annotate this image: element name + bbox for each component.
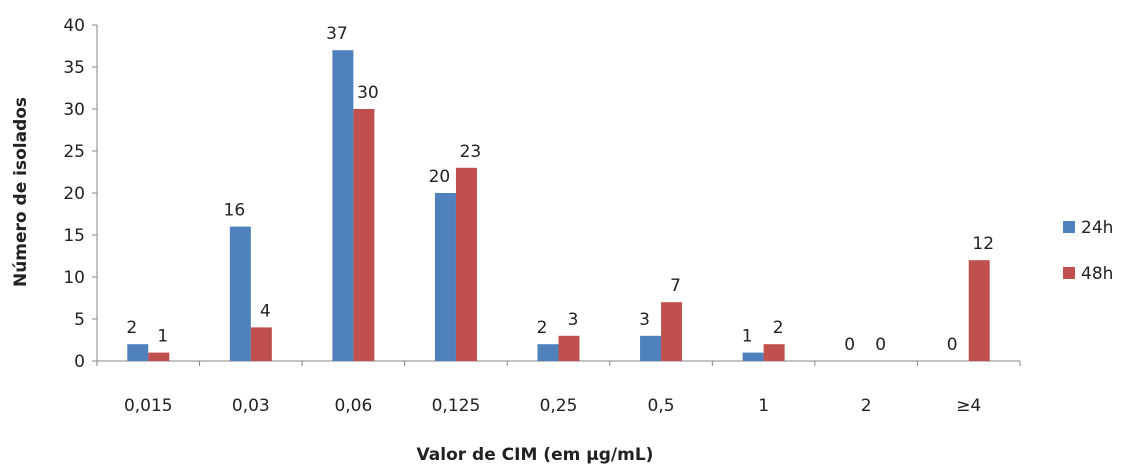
data-label-48h-2: 30 [357, 83, 379, 103]
x-tick-label: 0,25 [540, 396, 578, 416]
x-tick-label: 0,06 [334, 396, 372, 416]
x-tick-label: 0,015 [124, 396, 173, 416]
legend-label-24h: 24h [1081, 218, 1113, 238]
bar-24h-5 [640, 335, 662, 361]
y-tick-label: 0 [74, 352, 85, 372]
y-tick-label: 35 [63, 58, 85, 78]
data-label-24h-4: 2 [537, 318, 548, 338]
legend-label-48h: 48h [1081, 264, 1113, 284]
bar-24h-2 [332, 50, 354, 361]
x-tick-label: 2 [861, 396, 872, 416]
bar-24h-4 [537, 344, 559, 361]
bar-24h-3 [434, 193, 456, 361]
bar-48h-2 [353, 109, 375, 361]
x-tick-label: 0,03 [232, 396, 270, 416]
y-tick-label: 40 [63, 16, 85, 36]
y-tick-label: 5 [74, 310, 85, 330]
bars [127, 50, 990, 361]
data-label-48h-7: 0 [875, 335, 886, 355]
x-tick-label: ≥4 [956, 396, 981, 416]
data-label-24h-7: 0 [844, 335, 855, 355]
y-tick-label: 30 [63, 100, 85, 120]
data-label-48h-3: 23 [460, 142, 482, 162]
bar-48h-5 [661, 302, 683, 361]
data-label-24h-2: 37 [326, 24, 348, 44]
bar-48h-4 [558, 335, 580, 361]
data-label-24h-0: 2 [126, 318, 137, 338]
data-label-24h-8: 0 [947, 335, 958, 355]
y-axis-title: Número de isolados [11, 97, 31, 287]
x-tick-label: 0,125 [432, 396, 481, 416]
bar-48h-3 [455, 167, 477, 361]
data-label-24h-3: 20 [429, 167, 451, 187]
legend: 24h 48h [1063, 218, 1113, 284]
data-label-48h-0: 1 [157, 327, 168, 347]
data-label-24h-5: 3 [639, 310, 650, 330]
data-label-48h-5: 7 [670, 276, 681, 296]
x-axis-title: Valor de CIM (em µg/mL) [417, 445, 654, 465]
bar-48h-1 [250, 327, 272, 361]
data-label-48h-8: 12 [972, 234, 994, 254]
y-tick-label: 20 [63, 184, 85, 204]
bar-48h-0 [148, 352, 170, 361]
x-tick-label: 1 [758, 396, 769, 416]
data-label-48h-6: 2 [773, 318, 784, 338]
legend-swatch-48h [1063, 267, 1075, 279]
y-tick-label: 15 [63, 226, 85, 246]
data-label-24h-1: 16 [224, 201, 246, 221]
data-label-24h-6: 1 [742, 327, 753, 347]
data-label-48h-4: 3 [568, 310, 579, 330]
bar-24h-0 [127, 344, 149, 361]
data-label-48h-1: 4 [260, 301, 271, 321]
bar-48h-8 [968, 260, 990, 361]
legend-swatch-24h [1063, 221, 1075, 233]
y-tick-label: 25 [63, 142, 85, 162]
bar-48h-6 [763, 344, 785, 361]
x-tick-label: 0,5 [648, 396, 675, 416]
bar-24h-1 [229, 226, 251, 361]
bar-24h-6 [742, 352, 764, 361]
y-tick-label: 10 [63, 268, 85, 288]
